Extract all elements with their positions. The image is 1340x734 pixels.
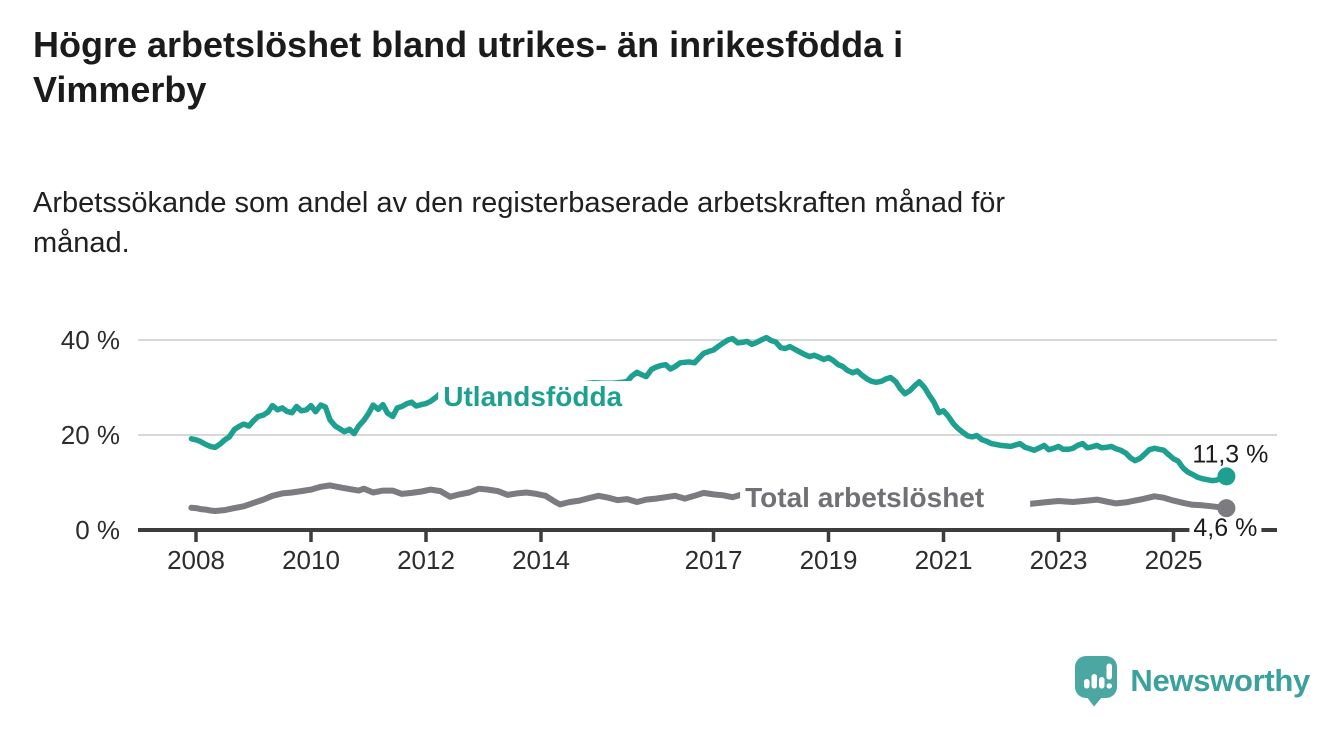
- x-tick-label-2023: 2023: [1030, 545, 1088, 575]
- page-title-line-1: Högre arbetslöshet bland utrikes- än inr…: [33, 24, 904, 65]
- series-label-mask-utlandsfodda: [438, 381, 652, 411]
- newsworthy-logo-icon: [1075, 656, 1118, 707]
- page-subtitle: Arbetssökande som andel av den registerb…: [33, 183, 1253, 263]
- page-subtitle-line-1: Arbetssökande som andel av den registerb…: [33, 187, 1006, 219]
- page-subtitle-line-2: månad.: [33, 227, 130, 260]
- x-tick-label-2012: 2012: [397, 545, 455, 575]
- x-tick-label-2010: 2010: [282, 545, 340, 575]
- end-value-label-utlandsfodda: 11,3 %: [1192, 440, 1268, 468]
- x-tick-label-2021: 2021: [915, 545, 973, 575]
- page-title: Högre arbetslöshet bland utrikes- än inr…: [33, 22, 1193, 113]
- end-dot-utlandsfodda: [1217, 467, 1236, 486]
- page-title-line-2: Vimmerby: [33, 69, 207, 111]
- x-tick-label-2014: 2014: [512, 545, 570, 575]
- x-tick-label-2017: 2017: [685, 545, 743, 575]
- series-label-total: Total arbetslöshet: [745, 482, 984, 513]
- series-line-utlandsfodda: [188, 334, 1230, 484]
- x-tick-label-2008: 2008: [167, 545, 225, 575]
- y-tick-label-0: 0 %: [75, 515, 120, 545]
- newsworthy-wordmark: Newsworthy: [1130, 662, 1310, 698]
- newsworthy-link[interactable]: Newsworthy: [1073, 654, 1310, 707]
- series-label-mask-total: [740, 482, 1031, 512]
- y-tick-label-40: 40 %: [61, 325, 120, 355]
- x-tick-label-2025: 2025: [1145, 545, 1203, 575]
- x-tick-label-2019: 2019: [800, 545, 858, 575]
- end-value-label-total: 4,6 %: [1193, 514, 1257, 542]
- end-value-mask-total: [1189, 519, 1262, 540]
- end-dot-total: [1217, 499, 1236, 518]
- series-line-total: [188, 482, 1230, 514]
- series-label-utlandsfodda: Utlandsfödda: [443, 381, 622, 412]
- y-tick-label-20: 20 %: [61, 420, 120, 450]
